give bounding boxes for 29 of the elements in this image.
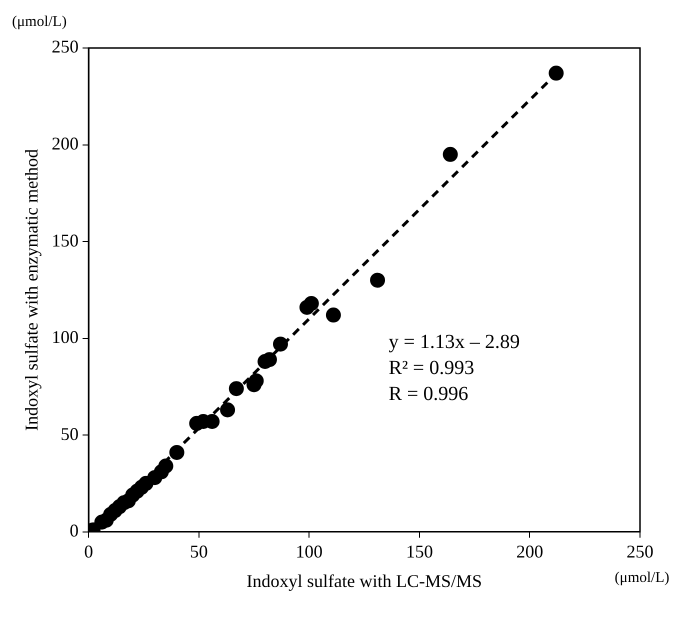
y-tick-label: 200: [52, 133, 79, 154]
point: [370, 272, 386, 288]
x-tick-label: 250: [626, 541, 654, 562]
point: [220, 402, 236, 418]
point: [548, 66, 564, 81]
point: [299, 300, 314, 315]
annotation: R = 0.996: [388, 383, 468, 405]
y-axis-title: Indoxyl sulfate with enzymatic method: [22, 148, 42, 431]
text: (μmol/L): [12, 14, 67, 30]
point: [326, 308, 341, 323]
point: [189, 416, 204, 431]
y-tick-label: 150: [52, 230, 79, 250]
x-tick-label: 0: [84, 541, 94, 562]
point: [169, 444, 184, 460]
y-tick-label: 0: [70, 520, 79, 541]
annotation: y = 1.13x – 2.89: [388, 331, 520, 353]
x-tick-label: 100: [296, 541, 323, 562]
text: (μmol/L): [614, 570, 670, 586]
point: [442, 146, 458, 162]
x-tick-label: 200: [516, 541, 544, 562]
annotation: R² = 0.993: [388, 357, 474, 379]
y-tick-label: 100: [52, 327, 79, 348]
y-tick-label: 250: [52, 36, 79, 57]
y-tick-label: 50: [60, 424, 79, 444]
x-tick-label: 50: [190, 541, 208, 562]
point: [272, 336, 288, 352]
x-axis-title: Indoxyl sulfate with LC-MS/MS: [246, 570, 482, 591]
point: [228, 381, 244, 396]
x-tick-label: 150: [406, 541, 433, 562]
